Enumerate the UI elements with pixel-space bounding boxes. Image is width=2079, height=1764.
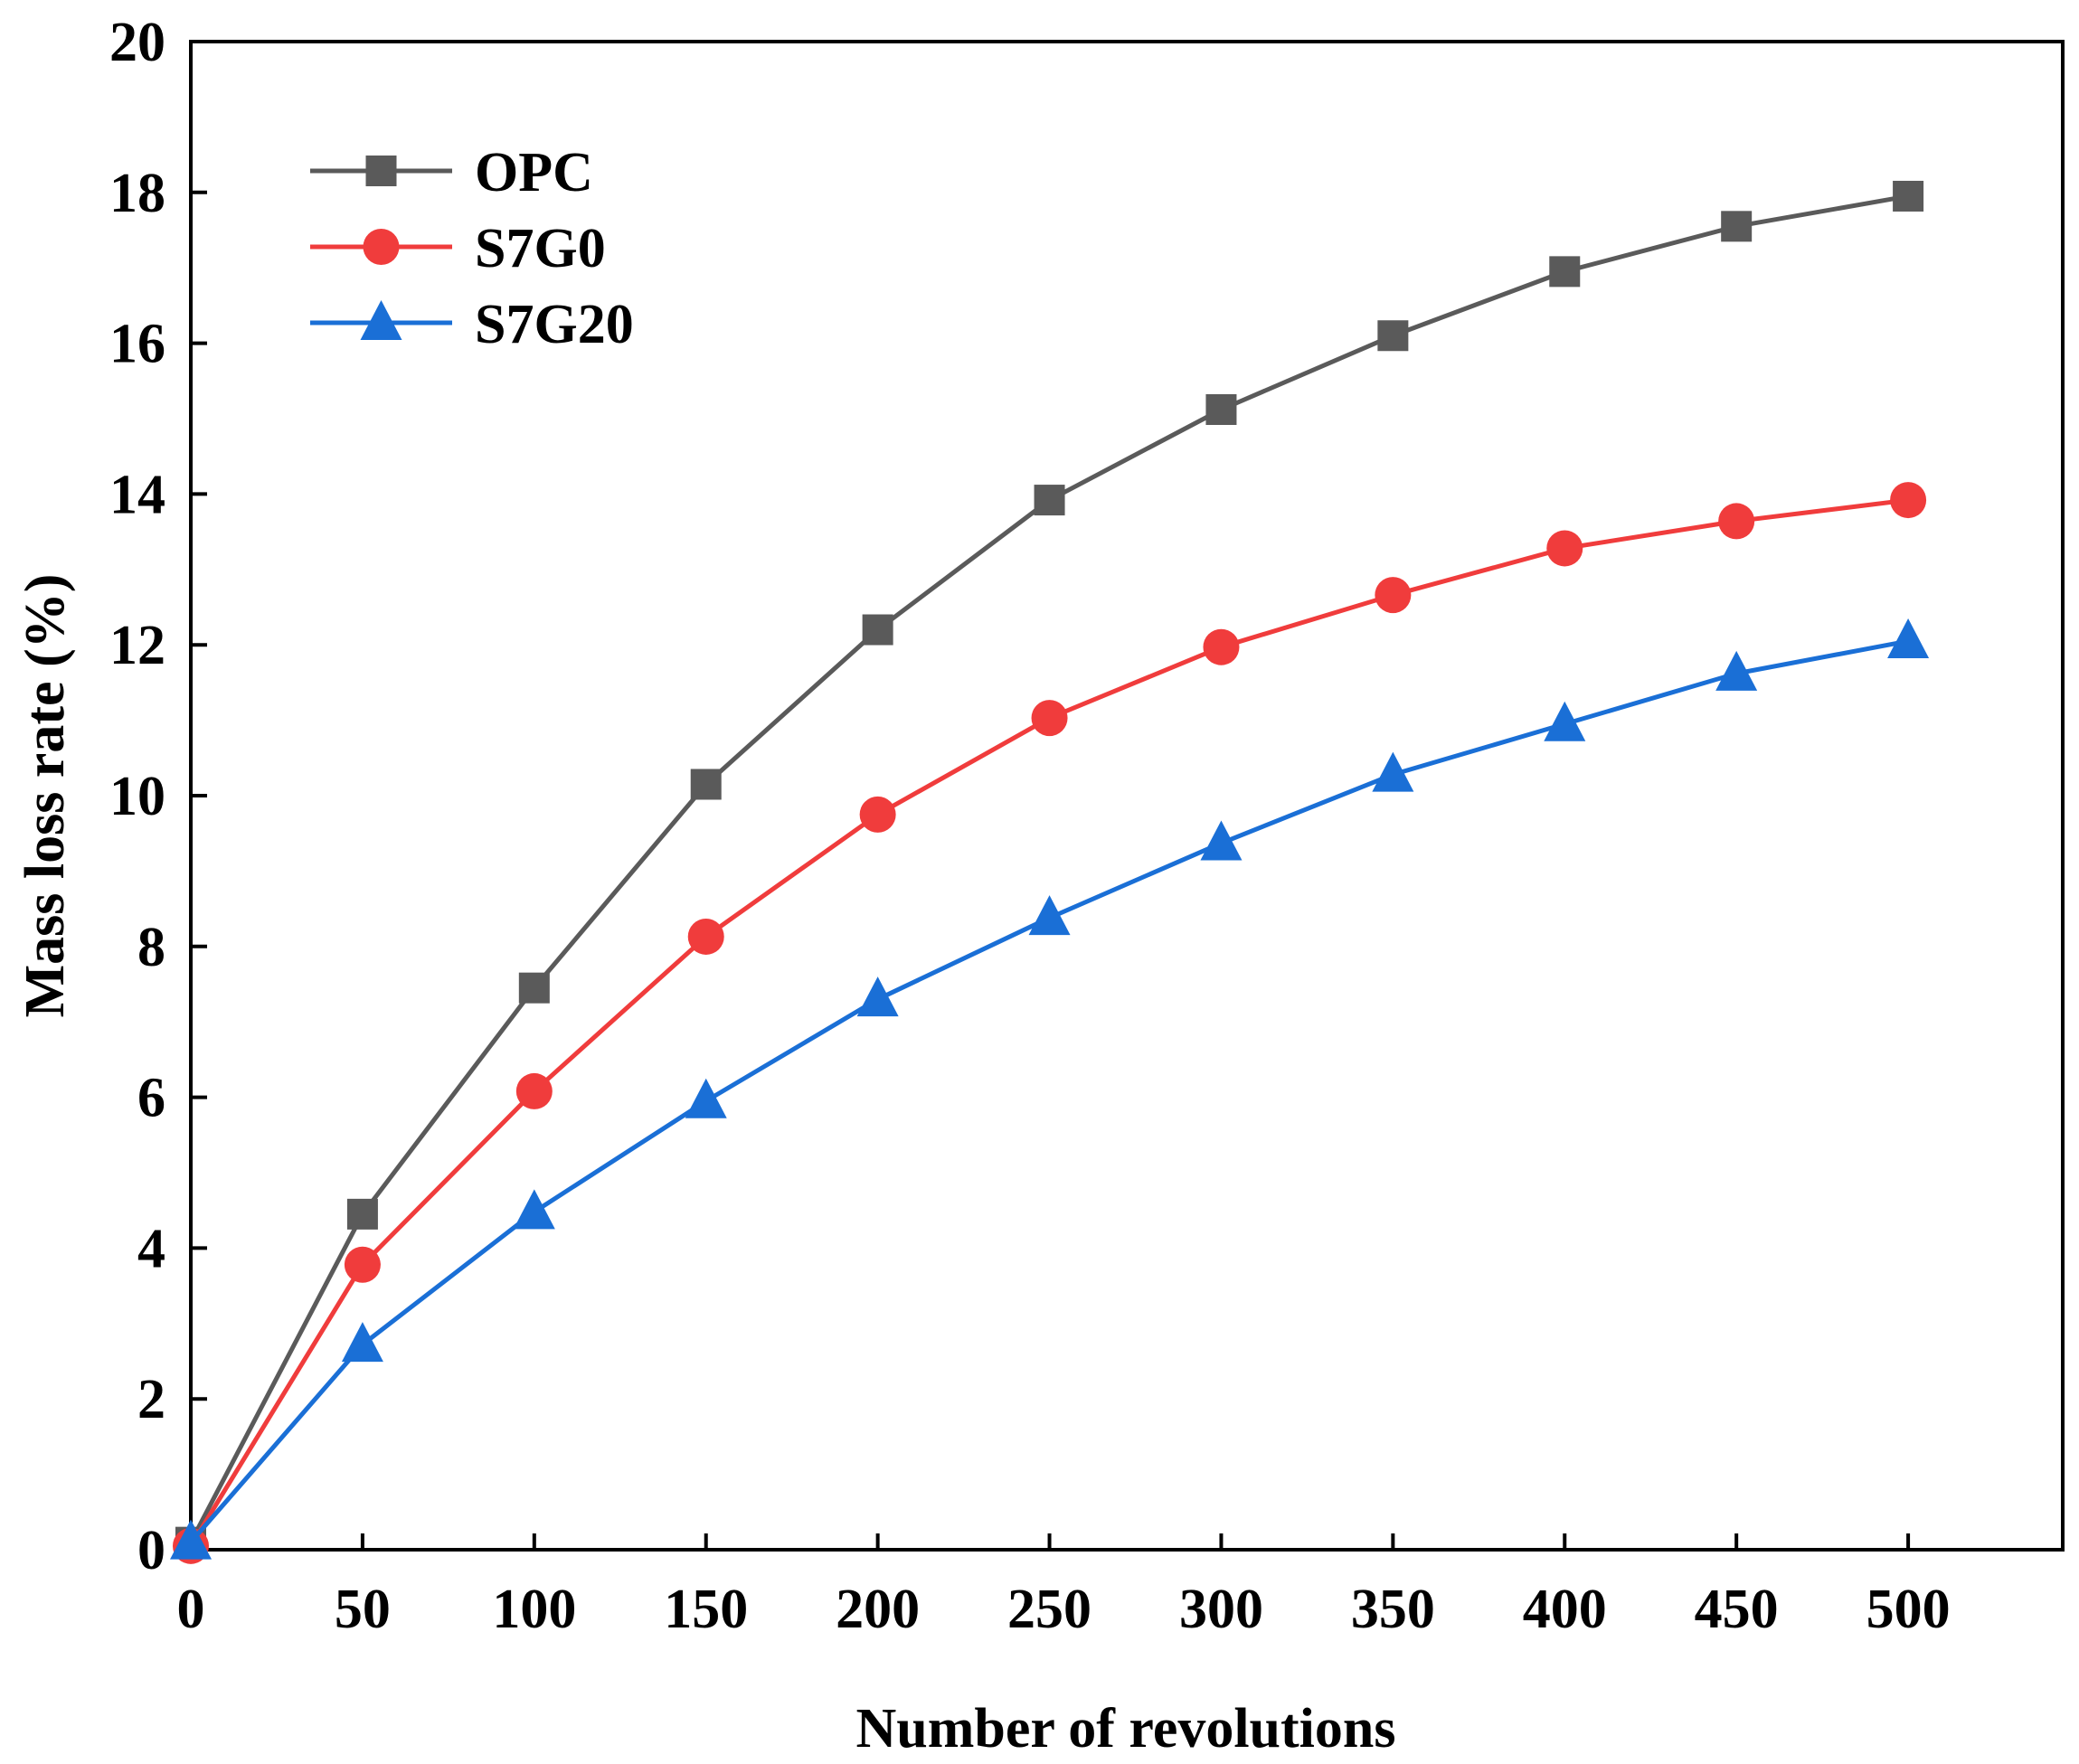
- data-point-opc: [518, 972, 550, 1004]
- x-tick-label: 250: [1007, 1579, 1091, 1640]
- data-point-s7g20: [1200, 820, 1243, 861]
- data-point-opc: [1205, 393, 1237, 425]
- y-tick-label: 16: [109, 314, 165, 375]
- data-point-s7g20: [1028, 895, 1071, 936]
- data-point-s7g0: [344, 1246, 381, 1283]
- x-tick-label: 150: [664, 1579, 748, 1640]
- data-point-s7g0: [1375, 577, 1412, 614]
- x-tick-label: 400: [1523, 1579, 1607, 1640]
- legend: OPC S7G0 S7G20: [310, 142, 634, 355]
- data-point-s7g0: [1203, 628, 1240, 665]
- legend-marker-opc: [365, 156, 397, 186]
- data-point-s7g0: [1546, 530, 1583, 567]
- data-point-s7g0: [1031, 700, 1068, 737]
- y-tick-label: 14: [109, 464, 165, 525]
- y-tick-label: 2: [137, 1369, 165, 1430]
- y-tick-label: 20: [109, 12, 165, 73]
- data-point-s7g20: [856, 976, 899, 1017]
- y-tick-label: 4: [137, 1218, 165, 1279]
- data-point-opc: [1721, 211, 1753, 242]
- data-point-opc: [1377, 320, 1409, 352]
- legend-marker-s7g20: [360, 300, 402, 340]
- data-point-s7g0: [1718, 503, 1755, 540]
- x-tick-label: 100: [492, 1579, 576, 1640]
- legend-label-s7g0: S7G0: [475, 218, 606, 279]
- data-point-s7g0: [1890, 482, 1927, 519]
- data-point-opc: [1893, 180, 1924, 212]
- series-s7g20: [170, 618, 1930, 1560]
- data-point-s7g20: [170, 1519, 212, 1560]
- y-tick-label: 12: [109, 615, 165, 676]
- legend-item-opc: OPC: [310, 142, 593, 203]
- legend-marker-s7g0: [363, 229, 400, 265]
- legend-item-s7g0: S7G0: [310, 218, 606, 279]
- data-point-s7g20: [1887, 618, 1930, 659]
- series-opc: [175, 180, 1924, 1558]
- data-point-s7g20: [1715, 650, 1758, 691]
- data-point-opc: [1549, 256, 1581, 288]
- y-tick-label: 8: [137, 917, 165, 978]
- x-tick-label: 0: [177, 1579, 205, 1640]
- x-tick-label: 200: [836, 1579, 920, 1640]
- y-axis-title: Mass loss rate (%): [14, 574, 76, 1018]
- data-point-s7g20: [1544, 701, 1586, 741]
- axes: 0 50 100 150 200 250 300 350 400 450 500 0 2 4 6 8 10 12 1…: [109, 12, 2065, 1640]
- data-point-opc: [690, 769, 722, 800]
- y-tick-label: 6: [137, 1068, 165, 1129]
- legend-label-s7g20: S7G20: [475, 294, 634, 355]
- data-point-s7g0: [515, 1072, 553, 1109]
- y-tick-label: 10: [109, 766, 165, 827]
- x-tick-label: 50: [335, 1579, 391, 1640]
- data-point-s7g0: [687, 918, 724, 955]
- x-axis-title: Number of revolutions: [855, 1698, 1395, 1759]
- x-tick-label: 350: [1351, 1579, 1435, 1640]
- series-s7g0: [173, 482, 1927, 1564]
- x-tick-label: 500: [1866, 1579, 1951, 1640]
- data-point-s7g20: [513, 1189, 555, 1230]
- x-tick-label: 300: [1179, 1579, 1263, 1640]
- legend-item-s7g20: S7G20: [310, 294, 634, 355]
- data-point-opc: [862, 614, 893, 646]
- data-point-s7g20: [341, 1322, 383, 1363]
- y-tick-label: 18: [109, 163, 165, 224]
- series-group: [170, 180, 1930, 1564]
- data-point-s7g20: [685, 1078, 727, 1118]
- data-point-opc: [346, 1198, 378, 1230]
- data-point-s7g0: [859, 796, 896, 833]
- data-point-opc: [1034, 485, 1065, 516]
- y-tick-label: 0: [137, 1520, 165, 1581]
- x-tick-label: 450: [1695, 1579, 1779, 1640]
- data-point-s7g20: [1372, 751, 1414, 792]
- legend-label-opc: OPC: [475, 142, 593, 203]
